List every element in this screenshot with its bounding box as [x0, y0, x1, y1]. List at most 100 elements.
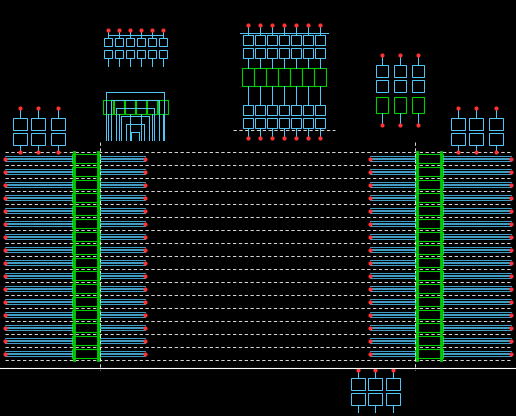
Bar: [267, 105, 277, 115]
Bar: [104, 50, 112, 58]
Bar: [103, 100, 113, 114]
Bar: [303, 105, 313, 115]
Bar: [314, 68, 326, 86]
Bar: [254, 68, 266, 86]
Bar: [255, 105, 265, 115]
Bar: [31, 133, 45, 145]
Bar: [31, 118, 45, 130]
Bar: [115, 38, 123, 46]
Bar: [489, 133, 503, 145]
Bar: [266, 68, 278, 86]
Bar: [469, 118, 483, 130]
Bar: [72, 167, 100, 176]
Bar: [72, 336, 100, 345]
Bar: [104, 38, 112, 46]
Bar: [136, 100, 146, 114]
Bar: [351, 393, 365, 405]
Bar: [148, 38, 156, 46]
Bar: [159, 50, 167, 58]
Bar: [368, 393, 382, 405]
Bar: [315, 48, 325, 58]
Bar: [376, 97, 388, 113]
Bar: [158, 100, 168, 114]
Bar: [159, 38, 167, 46]
Bar: [376, 80, 388, 92]
Bar: [72, 323, 100, 332]
Bar: [415, 180, 443, 189]
Bar: [126, 50, 134, 58]
Bar: [126, 38, 134, 46]
Bar: [267, 48, 277, 58]
Bar: [72, 271, 100, 280]
Bar: [242, 68, 254, 86]
Bar: [51, 118, 65, 130]
Bar: [415, 349, 443, 358]
Bar: [303, 118, 313, 128]
Bar: [415, 219, 443, 228]
Bar: [451, 133, 465, 145]
Bar: [72, 154, 100, 163]
Bar: [415, 245, 443, 254]
Bar: [489, 118, 503, 130]
Bar: [415, 154, 443, 163]
Bar: [255, 48, 265, 58]
Bar: [415, 193, 443, 202]
Bar: [72, 310, 100, 319]
Bar: [279, 48, 289, 58]
Bar: [51, 133, 65, 145]
Bar: [302, 68, 314, 86]
Bar: [72, 219, 100, 228]
Bar: [290, 68, 302, 86]
Bar: [412, 65, 424, 77]
Bar: [291, 118, 301, 128]
Bar: [303, 48, 313, 58]
Bar: [412, 97, 424, 113]
Bar: [255, 35, 265, 45]
Bar: [279, 105, 289, 115]
Bar: [147, 100, 157, 114]
Bar: [415, 258, 443, 267]
Bar: [386, 378, 400, 390]
Bar: [315, 105, 325, 115]
Bar: [412, 80, 424, 92]
Bar: [115, 50, 123, 58]
Bar: [243, 35, 253, 45]
Bar: [415, 310, 443, 319]
Bar: [267, 118, 277, 128]
Bar: [394, 97, 406, 113]
Bar: [451, 118, 465, 130]
Bar: [303, 35, 313, 45]
Bar: [415, 336, 443, 345]
Bar: [279, 118, 289, 128]
Bar: [394, 65, 406, 77]
Bar: [315, 35, 325, 45]
Bar: [72, 232, 100, 241]
Bar: [394, 80, 406, 92]
Bar: [415, 323, 443, 332]
Bar: [148, 50, 156, 58]
Bar: [267, 35, 277, 45]
Bar: [469, 133, 483, 145]
Bar: [13, 133, 27, 145]
Bar: [415, 232, 443, 241]
Bar: [278, 68, 290, 86]
Bar: [137, 38, 145, 46]
Bar: [72, 245, 100, 254]
Bar: [376, 65, 388, 77]
Bar: [415, 167, 443, 176]
Bar: [72, 258, 100, 267]
Bar: [137, 50, 145, 58]
Bar: [291, 105, 301, 115]
Bar: [386, 393, 400, 405]
Bar: [315, 118, 325, 128]
Bar: [243, 48, 253, 58]
Bar: [13, 118, 27, 130]
Bar: [243, 105, 253, 115]
Bar: [415, 271, 443, 280]
Bar: [291, 48, 301, 58]
Bar: [72, 206, 100, 215]
Bar: [72, 284, 100, 293]
Bar: [368, 378, 382, 390]
Bar: [415, 284, 443, 293]
Bar: [72, 297, 100, 306]
